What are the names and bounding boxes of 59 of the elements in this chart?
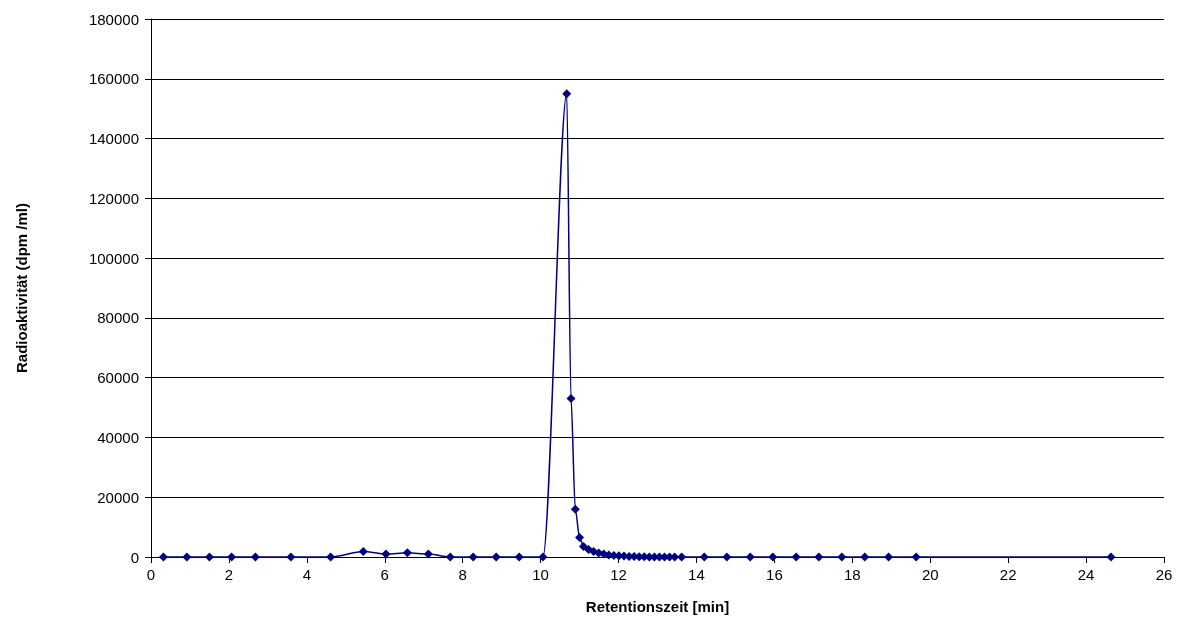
point (1106, 552, 1116, 562)
point (468, 552, 478, 562)
point (837, 552, 847, 562)
y-tick-label: 140000 (88, 130, 139, 148)
point (227, 552, 237, 562)
point (745, 552, 755, 562)
x-axis-title: Retentionszeit [min] (585, 598, 730, 615)
point (538, 552, 548, 562)
point (445, 552, 455, 562)
point (514, 552, 524, 562)
point (326, 552, 336, 562)
y-tick-label: 180000 (88, 10, 139, 28)
point (566, 394, 576, 404)
x-tick-label: 0 (146, 566, 156, 583)
y-tick-label: 100000 (88, 249, 139, 267)
point (699, 552, 709, 562)
x-tick-label: 14 (688, 566, 705, 583)
point (677, 552, 687, 562)
y-axis-title: Radioaktivität (dpm /ml) (13, 202, 30, 374)
point (814, 552, 824, 562)
point (250, 552, 260, 562)
point (911, 552, 921, 562)
x-tick-label: 10 (532, 566, 549, 583)
point (491, 552, 501, 562)
y-tick-label: 80000 (97, 309, 139, 327)
point (158, 552, 168, 562)
point (182, 552, 192, 562)
y-tick-label: 20000 (97, 488, 139, 506)
x-tick-label: 2 (224, 566, 234, 583)
x-tick-label: 6 (380, 566, 389, 583)
point (358, 547, 368, 557)
x-tick-label: 24 (1077, 566, 1095, 583)
point (860, 552, 870, 562)
point (884, 552, 894, 562)
point (768, 552, 778, 562)
x-tick-label: 18 (843, 566, 861, 583)
point (402, 548, 412, 558)
x-tick-label: 12 (610, 566, 627, 583)
point (286, 552, 296, 562)
point (381, 549, 391, 559)
x-tick-label: 22 (999, 566, 1017, 583)
point (204, 552, 214, 562)
y-tick-label: 0 (130, 548, 139, 566)
x-tick-label: 8 (458, 566, 467, 583)
y-tick-label: 40000 (97, 428, 139, 446)
x-tick-label: 20 (921, 566, 939, 583)
y-tick-label: 60000 (97, 369, 139, 387)
point (791, 552, 801, 562)
point (423, 549, 433, 559)
x-tick-label: 26 (1155, 566, 1173, 583)
y-tick-label: 160000 (88, 70, 139, 88)
y-tick-label: 120000 (88, 189, 139, 207)
point (578, 542, 588, 552)
point (562, 89, 572, 99)
point (575, 533, 585, 543)
x-tick-label: 16 (766, 566, 783, 583)
point (722, 552, 732, 562)
point (570, 504, 580, 514)
x-tick-label: 4 (302, 566, 312, 583)
